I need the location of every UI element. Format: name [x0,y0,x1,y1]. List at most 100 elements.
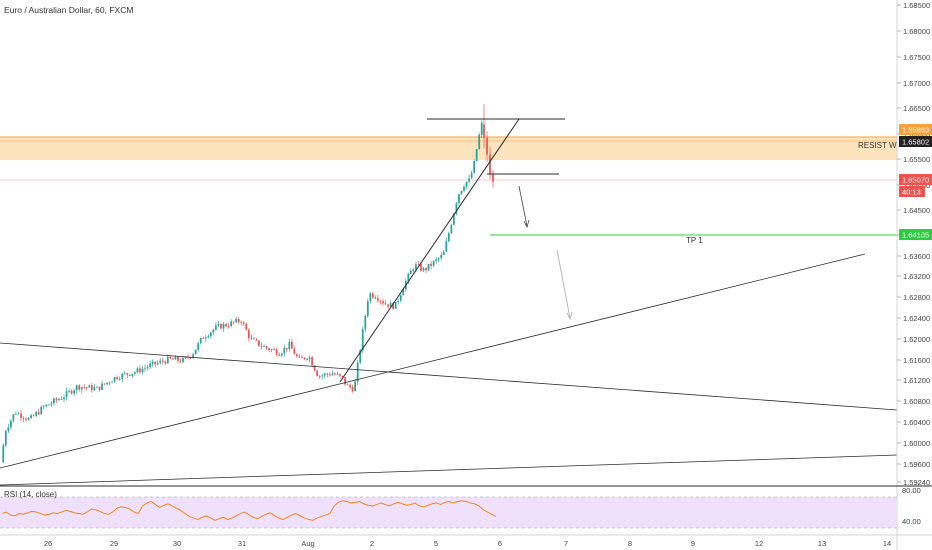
candle-body[interactable] [78,385,81,390]
candle-body[interactable] [93,387,96,391]
candle-body[interactable] [486,137,488,155]
candle-body[interactable] [288,341,291,350]
candle-body[interactable] [245,323,248,330]
resistance-zone[interactable] [0,137,897,160]
ascending-long-trendline[interactable] [0,253,866,469]
candle-body[interactable] [101,383,103,390]
candle-body[interactable] [483,124,485,138]
candle-body[interactable] [247,329,250,338]
candle-body[interactable] [432,260,435,266]
candle-body[interactable] [70,390,73,394]
candle-body[interactable] [235,319,238,323]
candle-body[interactable] [146,367,149,368]
candle-body[interactable] [306,358,308,360]
candle-body[interactable] [136,368,139,373]
projection-arrow-2[interactable] [556,249,571,319]
candle-body[interactable] [60,399,63,400]
descending-trendline[interactable] [0,342,898,411]
candle-body[interactable] [303,357,306,360]
candle-body[interactable] [415,264,417,270]
candle-body[interactable] [232,321,235,323]
candle-body[interactable] [141,368,144,373]
candle-body[interactable] [40,406,43,415]
candle-body[interactable] [450,224,453,234]
candle-body[interactable] [379,300,382,302]
candle-body[interactable] [209,332,212,337]
candle-body[interactable] [171,358,174,360]
candle-body[interactable] [103,383,106,385]
candle-body[interactable] [427,263,430,271]
candle-body[interactable] [20,413,22,418]
candle-body[interactable] [458,194,460,204]
candle-body[interactable] [7,427,10,432]
candle-body[interactable] [75,385,78,391]
candle-body[interactable] [123,373,126,375]
candle-body[interactable] [90,385,93,391]
candle-body[interactable] [50,403,53,405]
candle-body[interactable] [420,264,422,271]
candle-body[interactable] [149,363,151,368]
candle-body[interactable] [121,373,124,380]
candle-body[interactable] [318,376,321,377]
candle-body[interactable] [250,337,253,339]
candle-body[interactable] [351,387,354,392]
candle-body[interactable] [166,356,169,364]
candle-body[interactable] [298,356,301,358]
candle-body[interactable] [283,347,286,354]
candle-body[interactable] [88,385,91,388]
candle-body[interactable] [68,390,70,392]
candle-body[interactable] [344,377,346,385]
candle-body[interactable] [199,338,202,344]
candle-body[interactable] [182,357,184,362]
candle-body[interactable] [230,321,232,327]
bottom-trendline[interactable] [0,454,898,486]
candle-body[interactable] [80,387,83,390]
candle-body[interactable] [15,413,17,415]
candle-body[interactable] [207,336,210,338]
candle-body[interactable] [63,397,65,400]
candle-body[interactable] [334,373,336,375]
candle-body[interactable] [278,354,281,356]
candle-body[interactable] [113,377,116,382]
candle-body[interactable] [468,178,470,182]
candle-body[interactable] [98,386,101,390]
candle-body[interactable] [37,412,40,415]
candle-body[interactable] [144,367,146,369]
candle-body[interactable] [273,349,276,351]
candle-body[interactable] [364,315,367,330]
candle-body[interactable] [22,417,25,419]
candle-body[interactable] [409,270,412,274]
projection-arrow-1[interactable] [518,185,528,227]
price-axis-panel[interactable] [897,0,932,550]
candle-body[interactable] [280,353,283,356]
candle-body[interactable] [116,377,119,380]
candle-body[interactable] [25,418,27,420]
candle-body[interactable] [164,361,167,364]
candle-body[interactable] [369,293,372,302]
candle-body[interactable] [177,357,179,361]
candle-body[interactable] [301,357,303,359]
candle-body[interactable] [377,298,379,301]
candle-body[interactable] [156,362,159,365]
candle-body[interactable] [389,302,392,307]
candle-body[interactable] [159,360,162,363]
candle-body[interactable] [394,302,397,309]
candle-body[interactable] [382,301,384,304]
candle-body[interactable] [356,362,359,382]
candle-body[interactable] [336,374,339,375]
candle-body[interactable] [32,415,35,417]
candle-body[interactable] [447,233,450,242]
candle-body[interactable] [258,340,260,346]
candle-body[interactable] [445,241,448,252]
candle-body[interactable] [83,387,86,388]
candle-body[interactable] [106,382,108,385]
candle-body[interactable] [189,357,192,359]
candle-body[interactable] [9,420,12,428]
candle-body[interactable] [321,375,324,377]
candle-body[interactable] [118,379,121,380]
candle-body[interactable] [65,391,68,398]
candle-body[interactable] [255,339,258,341]
candle-body[interactable] [399,295,402,301]
candle-body[interactable] [384,303,387,305]
candle-body[interactable] [354,381,357,392]
